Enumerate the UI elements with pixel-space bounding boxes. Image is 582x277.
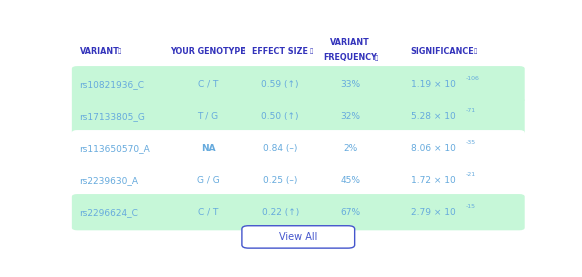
Text: -21: -21: [466, 172, 476, 177]
Text: -15: -15: [466, 204, 476, 209]
FancyBboxPatch shape: [242, 226, 354, 248]
Text: FREQUENCY: FREQUENCY: [323, 53, 377, 62]
FancyBboxPatch shape: [72, 194, 525, 230]
Text: View All: View All: [279, 232, 317, 242]
Text: ⓘ: ⓘ: [118, 48, 121, 54]
Text: 0.59 (↑): 0.59 (↑): [261, 80, 299, 89]
Text: C / T: C / T: [198, 208, 218, 217]
Text: SIGNIFICANCE: SIGNIFICANCE: [411, 47, 474, 56]
Text: ⓘ: ⓘ: [242, 48, 245, 54]
Text: rs2296624_C: rs2296624_C: [80, 208, 139, 217]
Text: 0.50 (↑): 0.50 (↑): [261, 112, 299, 121]
Text: 1.72 × 10: 1.72 × 10: [411, 176, 456, 185]
Text: rs2239630_A: rs2239630_A: [80, 176, 139, 185]
Text: G / G: G / G: [197, 176, 219, 185]
Text: 45%: 45%: [340, 176, 360, 185]
FancyBboxPatch shape: [72, 130, 525, 166]
Text: 2.79 × 10: 2.79 × 10: [411, 208, 456, 217]
Text: -35: -35: [466, 140, 476, 145]
Text: EFFECT SIZE: EFFECT SIZE: [252, 47, 308, 56]
Text: 67%: 67%: [340, 208, 360, 217]
FancyBboxPatch shape: [72, 66, 525, 102]
FancyBboxPatch shape: [72, 162, 525, 198]
Text: rs113650570_A: rs113650570_A: [80, 144, 150, 153]
Text: 0.25 (–): 0.25 (–): [263, 176, 297, 185]
Text: 2%: 2%: [343, 144, 357, 153]
Text: VARIANT: VARIANT: [80, 47, 119, 56]
Text: 8.06 × 10: 8.06 × 10: [411, 144, 456, 153]
Text: ⓘ: ⓘ: [474, 48, 477, 54]
Text: YOUR GENOTYPE: YOUR GENOTYPE: [171, 47, 246, 56]
Text: rs10821936_C: rs10821936_C: [80, 80, 144, 89]
Text: 5.28 × 10: 5.28 × 10: [411, 112, 456, 121]
Text: 0.22 (↑): 0.22 (↑): [261, 208, 299, 217]
Text: ⓘ: ⓘ: [375, 55, 378, 61]
FancyBboxPatch shape: [72, 98, 525, 134]
Text: 0.84 (–): 0.84 (–): [263, 144, 297, 153]
Text: 33%: 33%: [340, 80, 360, 89]
Text: C / T: C / T: [198, 80, 218, 89]
Text: -106: -106: [466, 76, 480, 81]
Text: NA: NA: [201, 144, 215, 153]
Text: 1.19 × 10: 1.19 × 10: [411, 80, 456, 89]
Text: -71: -71: [466, 108, 476, 113]
Text: 32%: 32%: [340, 112, 360, 121]
Text: T / G: T / G: [197, 112, 219, 121]
Text: VARIANT: VARIANT: [330, 38, 370, 47]
Text: ⓘ: ⓘ: [310, 48, 313, 54]
Text: rs17133805_G: rs17133805_G: [80, 112, 146, 121]
